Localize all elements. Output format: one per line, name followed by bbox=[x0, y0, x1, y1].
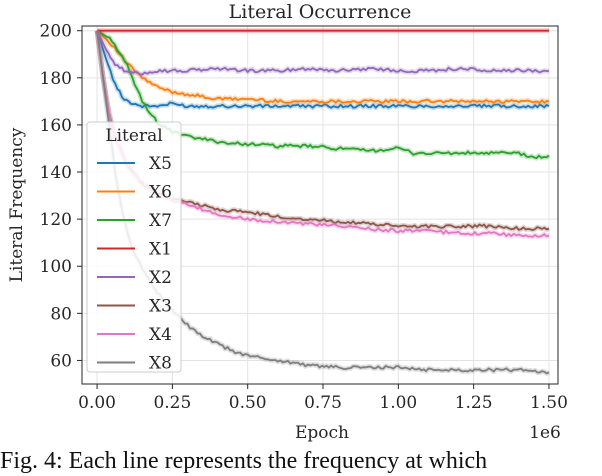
x-axis-ticks: 0.00 0.25 0.50 0.75 1.00 1.25 1.50 bbox=[78, 384, 568, 413]
plot-frame bbox=[81, 25, 559, 385]
y-tick-label: 120 bbox=[40, 210, 72, 230]
series-line-x2 bbox=[96, 30, 550, 76]
figure-caption: Fig. 4: Each line represents the frequen… bbox=[0, 448, 488, 474]
chart-title: Literal Occurrence bbox=[229, 1, 412, 23]
x-tick-label: 1.00 bbox=[379, 393, 417, 413]
x-axis-label: Epoch bbox=[295, 423, 349, 443]
series-line-x5 bbox=[96, 30, 550, 109]
x-tick-label: 0.50 bbox=[229, 393, 267, 413]
legend-box bbox=[86, 121, 182, 373]
series-line-x6 bbox=[96, 30, 550, 104]
legend-items: X5 X6 X7 X1 X2 X3 X4 X8 bbox=[97, 154, 172, 374]
y-tick-label: 160 bbox=[40, 116, 72, 136]
line-chart: 0.00 0.25 0.50 0.75 1.00 1.25 1.50 60 80 100 120 1… bbox=[7, 1, 568, 443]
y-axis-label: Literal Frequency bbox=[7, 127, 27, 282]
legend-label-x3: X3 bbox=[149, 297, 172, 317]
y-tick-label: 140 bbox=[40, 163, 72, 183]
legend-label-x5: X5 bbox=[149, 154, 172, 174]
legend: Literal X5 X6 X7 X1 X2 X3 X4 X8 bbox=[86, 121, 182, 374]
x-tick-label: 1.25 bbox=[455, 393, 493, 413]
y-tick-label: 200 bbox=[40, 22, 72, 42]
legend-label-x6: X6 bbox=[149, 183, 172, 203]
x-tick-label: 0.25 bbox=[153, 393, 191, 413]
legend-label-x8: X8 bbox=[149, 354, 172, 374]
legend-label-x4: X4 bbox=[149, 325, 172, 345]
y-tick-label: 100 bbox=[40, 257, 72, 277]
y-tick-label: 180 bbox=[40, 69, 72, 89]
x-axis-offset-label: 1e6 bbox=[529, 423, 561, 443]
legend-label-x1: X1 bbox=[149, 240, 172, 260]
legend-label-x2: X2 bbox=[149, 268, 172, 288]
y-tick-label: 80 bbox=[50, 304, 72, 324]
x-tick-label: 1.50 bbox=[530, 393, 568, 413]
y-axis-ticks: 60 80 100 120 140 160 180 200 bbox=[40, 22, 82, 371]
legend-title: Literal bbox=[105, 126, 162, 146]
legend-label-x7: X7 bbox=[149, 211, 172, 231]
x-tick-label: 0.00 bbox=[78, 393, 116, 413]
y-tick-label: 60 bbox=[50, 351, 72, 371]
x-tick-label: 0.75 bbox=[304, 393, 342, 413]
